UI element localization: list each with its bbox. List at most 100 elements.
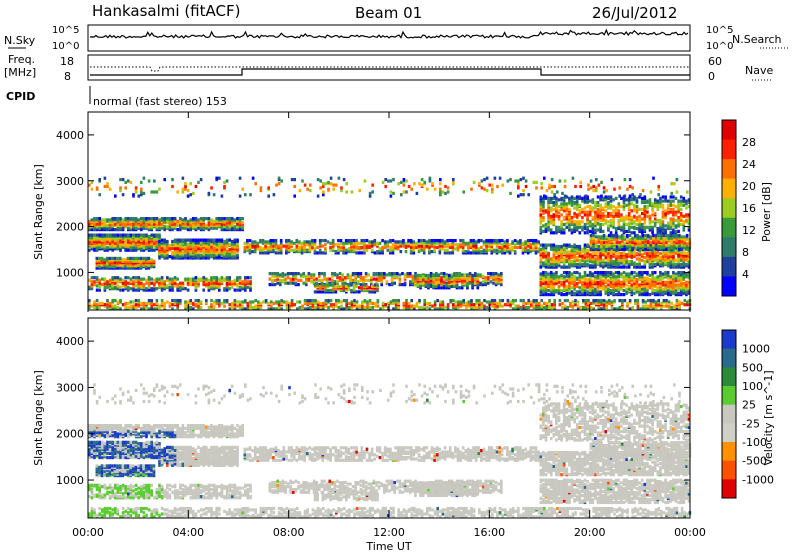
data-cell <box>357 245 361 249</box>
data-cell <box>323 272 326 276</box>
data-cell <box>268 277 272 281</box>
data-cell <box>565 209 569 213</box>
data-cell <box>612 209 615 213</box>
data-cell <box>186 242 190 246</box>
data-cell <box>359 283 363 287</box>
data-cell <box>137 218 140 222</box>
data-cell <box>251 250 254 254</box>
data-cell <box>594 251 597 255</box>
data-cell <box>316 307 320 311</box>
data-cell <box>189 218 192 222</box>
data-cell <box>386 244 390 248</box>
data-cell <box>460 276 464 280</box>
data-cell <box>142 225 146 229</box>
nave-tick-top: 60 <box>708 55 722 68</box>
data-cell <box>478 299 481 303</box>
data-cell <box>121 258 125 262</box>
data-cell <box>114 299 117 303</box>
data-cell <box>121 218 125 222</box>
data-cell <box>160 222 164 226</box>
data-cell <box>373 283 377 287</box>
data-cell <box>517 307 520 311</box>
data-cell <box>618 299 621 303</box>
data-cell <box>205 299 208 303</box>
data-cell <box>181 238 185 242</box>
data-cell <box>363 305 367 310</box>
data-cell <box>121 240 125 244</box>
data-cell <box>368 301 372 305</box>
data-cell <box>384 303 387 307</box>
data-cell <box>289 272 292 276</box>
data-cell <box>309 301 312 305</box>
data-cell <box>228 238 231 242</box>
data-cell <box>413 304 416 308</box>
data-cell <box>446 251 449 255</box>
data-cell <box>142 233 146 237</box>
data-cell <box>116 244 120 248</box>
data-cell <box>173 256 177 260</box>
data-cell <box>186 219 190 223</box>
data-cell <box>134 222 138 226</box>
data-cell <box>633 225 636 229</box>
data-cell <box>205 217 208 221</box>
data-cell <box>168 304 172 308</box>
data-cell <box>142 256 145 260</box>
freq-panel-frame <box>87 54 691 81</box>
data-cell <box>362 276 365 280</box>
data-cell <box>653 198 657 202</box>
data-cell <box>228 242 231 246</box>
data-cell <box>140 228 143 232</box>
data-cell <box>401 283 404 287</box>
data-cell <box>594 264 597 268</box>
data-cell <box>220 278 224 282</box>
data-cell <box>410 299 413 303</box>
data-cell <box>207 217 211 221</box>
data-cell <box>207 245 211 249</box>
data-cell <box>547 220 550 224</box>
data-cell <box>653 211 657 216</box>
data-cell <box>422 280 425 284</box>
data-cell <box>625 203 628 207</box>
data-cell <box>140 301 143 305</box>
data-cell <box>448 243 452 247</box>
data-cell <box>583 225 587 229</box>
data-cell <box>357 251 361 255</box>
data-cell <box>588 229 592 233</box>
data-cell <box>628 299 632 303</box>
data-cell <box>656 250 660 254</box>
data-cell <box>350 303 354 307</box>
data-cell <box>432 284 435 288</box>
data-cell <box>454 247 457 251</box>
data-cell <box>467 300 471 304</box>
data-cell <box>638 222 641 227</box>
data-cell <box>477 239 481 243</box>
data-cell <box>284 281 287 285</box>
data-cell <box>352 283 356 287</box>
data-cell <box>306 307 309 311</box>
data-cell <box>176 303 179 307</box>
data-cell <box>101 283 104 287</box>
data-cell <box>441 300 445 304</box>
data-cell <box>106 303 109 307</box>
data-cell <box>233 238 237 242</box>
data-cell <box>627 250 631 254</box>
data-cell <box>105 256 109 260</box>
data-cell <box>620 225 623 229</box>
data-cell <box>685 218 688 222</box>
data-cell <box>328 277 331 281</box>
data-cell <box>249 300 252 304</box>
data-cell <box>90 233 94 237</box>
data-cell <box>411 277 415 281</box>
data-cell <box>290 243 293 247</box>
data-cell <box>194 217 198 221</box>
data-cell <box>350 247 353 251</box>
data-cell <box>411 274 415 278</box>
data-cell <box>316 283 319 287</box>
data-cell <box>459 304 463 308</box>
data-cell <box>602 307 606 311</box>
data-cell <box>275 300 278 304</box>
data-cell <box>279 245 283 249</box>
data-cell <box>581 254 584 258</box>
data-cell <box>132 287 135 291</box>
data-cell <box>93 283 96 287</box>
